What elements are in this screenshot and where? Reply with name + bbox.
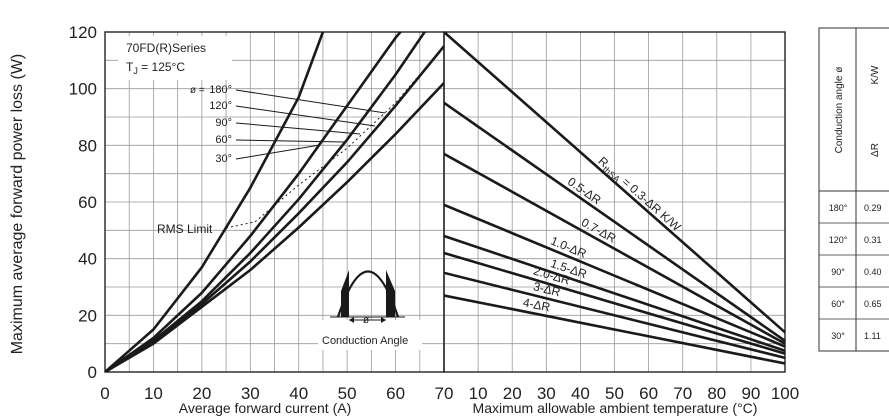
x-tick-label: 90 [741,384,760,403]
table-header-unit: K/W [870,65,881,84]
conduction-angle-table: Conduction angle ø K/W ΔR 180° 0.29 120°… [818,27,889,352]
resistance-label: 3-ΔR [532,279,562,299]
x-tick-label: 20 [192,384,211,403]
angle-label: 90° [215,117,232,129]
table-header-angle: Conduction angle ø [834,67,845,154]
conduction-angle-label: Conduction Angle [322,335,408,347]
series-line [444,101,785,343]
x-tick-label: 50 [338,384,357,403]
x-tick-label: 40 [571,384,590,403]
phi-symbol: ø [363,315,369,326]
x-tick-label: 70 [435,384,454,403]
y-tick-label: 120 [69,23,97,42]
x-tick-label: 10 [144,384,163,403]
x-tick-label: 60 [639,384,658,403]
y-axis-label: Maximum average forward power loss (W) [9,54,26,355]
conduction-start-fill [341,270,349,317]
series-line [444,234,785,353]
annotation-background [118,36,232,80]
series-line [444,294,785,365]
junction-temperature: TJ = 125°C [126,60,185,76]
x-axis-label-right: Maximum allowable ambient temperature (°… [473,400,758,416]
angle-leader [235,105,376,127]
table-cell-angle: 180° [829,203,848,213]
plot-frame [443,31,786,373]
x-axis-label-left: Average forward current (A) [179,400,351,416]
resistance-label: RthSA = 0.3-ΔR K/W [594,154,684,236]
x-tick-label: 40 [289,384,308,403]
conduction-end-fill [386,270,395,317]
series-line [444,203,785,348]
y-tick-label: 0 [88,363,97,382]
series-line [444,32,785,334]
angle-label: 60° [215,134,232,146]
y-tick-label: 100 [69,80,97,99]
table-cell-value: 0.31 [864,235,882,245]
x-tick-label: 70 [673,384,692,403]
angle-label: 180° [209,84,232,96]
table-cell-angle: 90° [831,267,845,277]
conduction-angle-diagram [318,270,422,350]
dimension-arrow-left [349,317,354,323]
series-title: 70FD(R)Series [126,41,206,55]
inset-background [318,320,422,350]
legend-prefix: ø = [190,85,205,96]
table-cell-value: 0.29 [864,203,882,213]
y-tick-label: 40 [78,250,97,269]
dimension-arrow-right [381,317,386,323]
y-tick-label: 60 [78,193,97,212]
x-tick-label: 50 [605,384,624,403]
x-tick-label: 10 [469,384,488,403]
table-cell-angle: 60° [831,299,845,309]
resistance-label: 4-ΔR [522,295,552,314]
x-tick-label: 80 [707,384,726,403]
x-tick-label: 60 [386,384,405,403]
thermal-resistance-lines [444,32,785,365]
angle-leader [235,122,361,135]
power-loss-panel: 0 10 20 30 40 50 60 70 0 20 40 60 80 100 120 180° 120° 90… [69,23,454,403]
x-tick-label: 30 [241,384,260,403]
series-line [105,32,426,372]
x-tick-label: 100 [771,384,799,403]
x-tick-label: 0 [100,384,109,403]
y-tick-label: 20 [78,306,97,325]
table-cell-value: 1.11 [864,331,881,341]
series-line [444,271,785,360]
angle-label: 30° [215,153,232,165]
rms-limit-label: RMS Limit [157,222,213,236]
angle-leader [235,89,386,114]
angle-label: 120° [209,100,232,112]
series-line [444,152,785,345]
table-cell-angle: 120° [829,235,848,245]
table-cell-angle: 30° [831,331,845,341]
table-cell-value: 0.65 [864,299,882,309]
table-header-delta: ΔR [870,143,881,157]
x-tick-label: 30 [537,384,556,403]
angle-leader [235,139,346,143]
series-line [444,251,785,355]
y-tick-label: 80 [78,136,97,155]
x-tick-label: 20 [503,384,522,403]
series-line [105,44,444,372]
angle-leader [235,144,321,160]
table-cell-value: 0.40 [864,267,882,277]
